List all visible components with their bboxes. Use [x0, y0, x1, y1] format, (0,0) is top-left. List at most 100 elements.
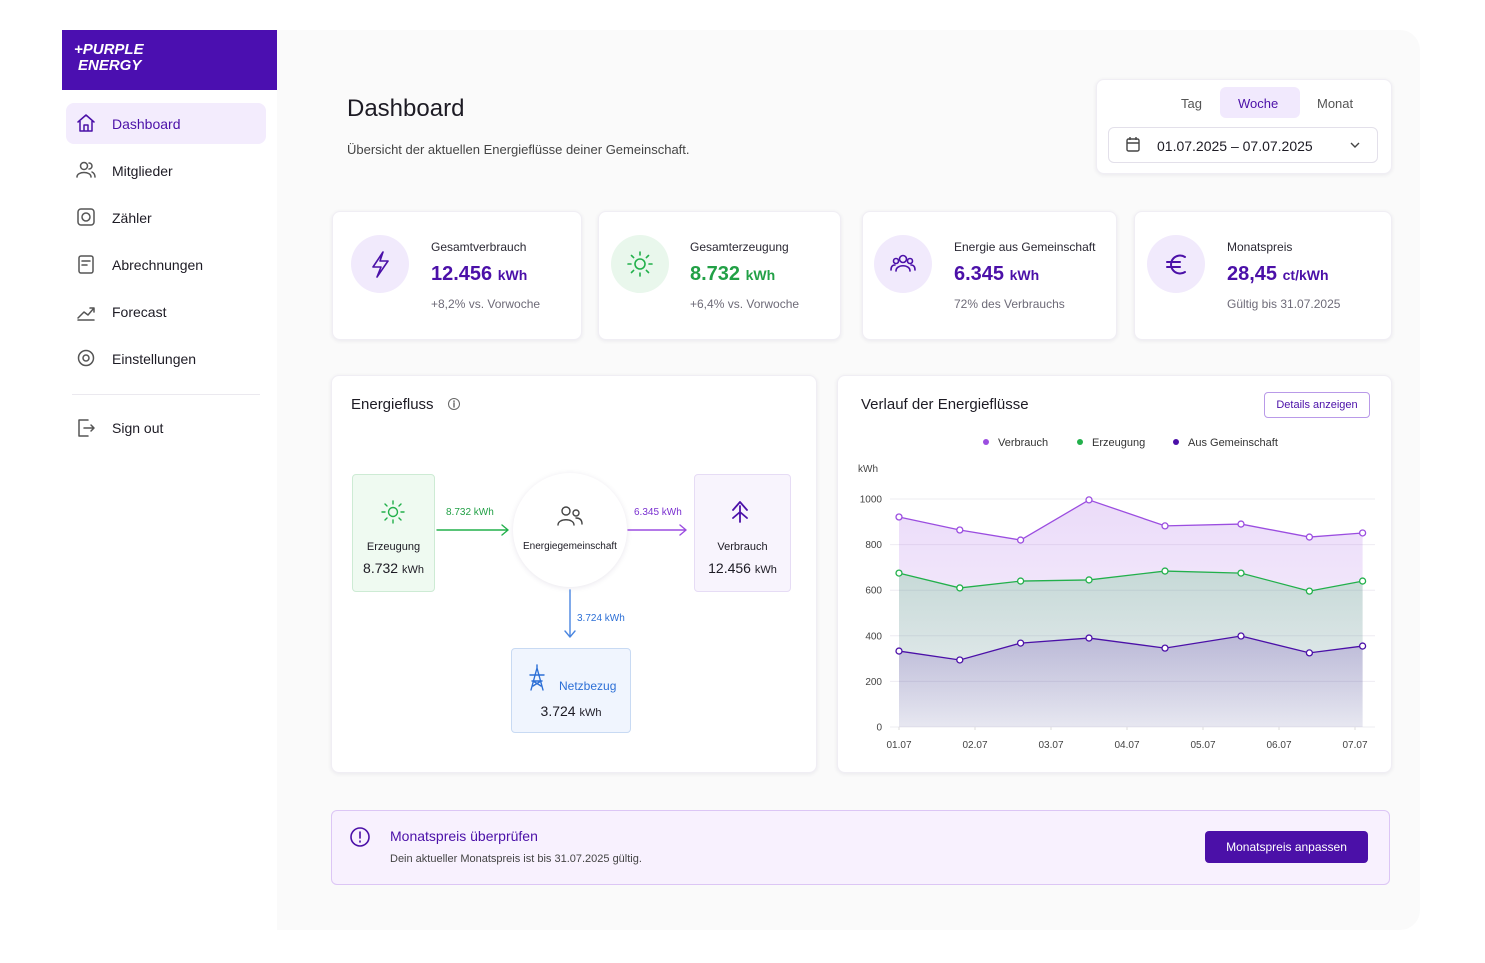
point	[1358, 529, 1367, 537]
point	[1305, 587, 1314, 595]
x-tick-label: 07.07	[1342, 740, 1367, 751]
node-number: 3.724	[540, 703, 576, 719]
legend-dot	[1077, 439, 1083, 445]
tab[interactable]: Woche	[1238, 96, 1279, 111]
y-axis-label: kWh	[858, 464, 878, 475]
node-circle	[513, 473, 627, 587]
node-number: 8.732	[363, 560, 399, 576]
node-number: 12.456	[708, 560, 751, 576]
node-unit: kWh	[401, 564, 424, 576]
details-button[interactable]: Details anzeigen	[1264, 392, 1370, 418]
point	[1016, 639, 1025, 647]
nav-item[interactable]: Abrechnungen	[112, 257, 204, 273]
point	[1237, 520, 1245, 528]
kpi-value: 28,45 ct/kWh	[1227, 263, 1329, 286]
sign-out[interactable]: Sign out	[112, 420, 164, 436]
point	[956, 584, 964, 592]
y-tick-label: 0	[876, 723, 882, 734]
nav-item[interactable]: Mitglieder	[112, 163, 173, 179]
area	[899, 636, 1363, 727]
node-label: Erzeugung	[366, 541, 421, 553]
line	[898, 499, 1363, 541]
kpi-number: 6.345	[954, 263, 1005, 285]
tab[interactable]: Monat	[1317, 96, 1354, 111]
x-tick-label: 02.07	[962, 740, 987, 751]
legend-label: Verbrauch	[998, 437, 1048, 449]
point	[1358, 577, 1367, 585]
kpi-unit: ct/kWh	[1282, 267, 1329, 283]
kpi-number: 8.732	[690, 263, 741, 285]
alert-text: Dein aktueller Monatspreis ist bis 31.07…	[390, 853, 642, 865]
kpi-note: +6,4% vs. Vorwoche	[690, 297, 800, 311]
kpi-note: Gültig bis 31.07.2025	[1227, 297, 1341, 311]
legend-dot	[983, 439, 989, 445]
y-tick-label: 200	[865, 677, 882, 688]
page-subtitle: Übersicht der aktuellen Energieflüsse de…	[347, 142, 690, 157]
sidebar	[62, 30, 277, 930]
kpi-icon-bg	[351, 235, 409, 293]
nav-item[interactable]: Forecast	[112, 304, 167, 320]
kpi-label: Gesamtverbrauch	[431, 240, 527, 254]
point	[1305, 649, 1314, 657]
legend-dot	[1173, 439, 1179, 445]
node-value: 8.732 kWh	[352, 560, 435, 576]
point	[1085, 496, 1093, 504]
nav-item[interactable]: Dashboard	[112, 116, 181, 132]
y-tick-label: 800	[865, 540, 882, 551]
edge-label: 8.732 kWh	[446, 507, 494, 518]
nav-active[interactable]	[66, 103, 266, 144]
node-unit: kWh	[579, 707, 602, 719]
point	[1085, 634, 1093, 642]
legend-label: Erzeugung	[1092, 437, 1145, 449]
kpi-label: Energie aus Gemeinschaft	[954, 240, 1096, 254]
kpi-value: 12.456 kWh	[431, 263, 527, 286]
legend-label: Aus Gemeinschaft	[1188, 437, 1278, 449]
node-box	[352, 474, 435, 592]
point	[1161, 644, 1169, 652]
x-tick-label: 03.07	[1038, 740, 1063, 751]
flow-title: Energiefluss	[351, 396, 434, 413]
nav-icons	[76, 114, 96, 437]
tab[interactable]: Tag	[1181, 96, 1202, 111]
point	[956, 656, 964, 664]
y-tick-label: 1000	[860, 495, 883, 506]
nav-item[interactable]: Zähler	[112, 210, 152, 226]
alert-button[interactable]: Monatspreis anpassen	[1205, 831, 1368, 863]
page-title: Dashboard	[347, 95, 465, 122]
logo: +PURPLE ENERGY	[74, 42, 144, 74]
edge-label: 3.724 kWh	[577, 613, 625, 624]
kpi-unit: kWh	[745, 267, 776, 283]
x-tick-label: 04.07	[1114, 740, 1139, 751]
kpi-unit: kWh	[1009, 267, 1040, 283]
point	[1237, 569, 1245, 577]
kpi-number: 28,45	[1227, 263, 1278, 285]
divider	[72, 394, 260, 395]
chart-title: Verlauf der Energieflüsse	[861, 396, 1029, 413]
logo-box	[62, 30, 277, 90]
point	[895, 513, 903, 521]
kpi-label: Monatspreis	[1227, 240, 1293, 254]
edge-label: 6.345 kWh	[634, 507, 682, 518]
point	[1305, 533, 1314, 541]
kpi-note: 72% des Verbrauchs	[954, 297, 1065, 311]
kpi-icon-bg	[874, 235, 932, 293]
tab-active[interactable]	[1220, 87, 1300, 118]
point	[1085, 576, 1093, 584]
node-value: 3.724 kWh	[511, 703, 631, 719]
kpi-icon-bg	[611, 235, 669, 293]
x-tick-label: 05.07	[1190, 740, 1215, 751]
logo-line: ENERGY	[78, 57, 142, 74]
node-label: Energiegemeinschaft	[523, 541, 617, 552]
node-unit: kWh	[754, 564, 777, 576]
y-tick-label: 400	[865, 631, 882, 642]
nav-item[interactable]: Einstellungen	[112, 351, 197, 367]
chart: kWh 0 200 400 600 800 1000 01.07 02.07 03.07 04.07…	[858, 437, 1375, 751]
point	[1161, 567, 1169, 575]
point	[895, 569, 903, 577]
date-select[interactable]	[1108, 127, 1378, 163]
node-label: Netzbezug	[559, 679, 617, 693]
point	[895, 647, 903, 655]
point	[956, 526, 964, 534]
point	[1016, 577, 1025, 585]
